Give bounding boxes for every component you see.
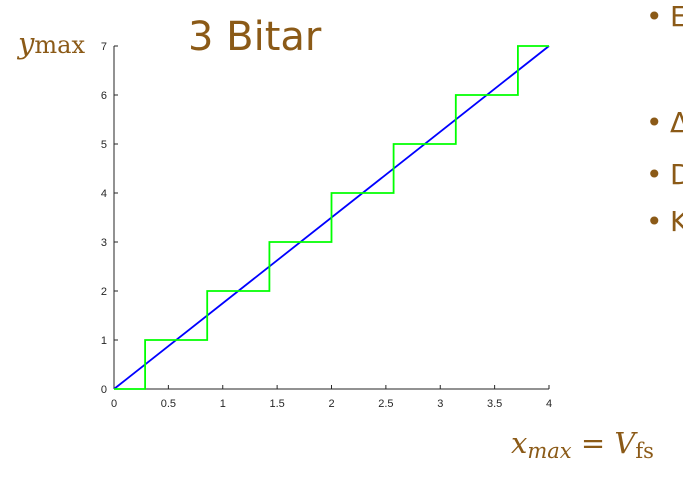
y-tick-label: 6 bbox=[101, 90, 107, 102]
equals-sign: = bbox=[580, 426, 606, 460]
y-max-sub: max bbox=[34, 31, 85, 59]
y-max-var: y bbox=[18, 26, 35, 60]
bullet-text-2: Δ bbox=[670, 106, 683, 139]
x-max-sub: max bbox=[527, 439, 572, 463]
v-fs-sub: fs bbox=[635, 439, 654, 463]
y-tick-label: 3 bbox=[101, 237, 107, 249]
y-max-label: ymax bbox=[18, 26, 85, 60]
v-fs-var: V bbox=[614, 426, 636, 460]
y-tick-label: 0 bbox=[101, 384, 107, 396]
bullet-text-1: E bbox=[670, 0, 683, 33]
x-tick-label: 3 bbox=[437, 398, 443, 410]
x-tick-label: 2.5 bbox=[378, 398, 393, 410]
bullet-item-1: • E bbox=[646, 0, 683, 33]
y-tick-label: 7 bbox=[101, 41, 107, 53]
x-tick-label: 1.5 bbox=[269, 398, 284, 410]
bullet-item-2: • Δ bbox=[646, 106, 683, 139]
x-max-var: x bbox=[511, 426, 528, 460]
x-tick-label: 0.5 bbox=[161, 398, 176, 410]
y-tick-label: 5 bbox=[101, 139, 107, 151]
x-tick-label: 0 bbox=[111, 398, 117, 410]
x-tick-label: 3.5 bbox=[487, 398, 502, 410]
y-tick-label: 4 bbox=[101, 188, 107, 200]
y-tick-label: 1 bbox=[101, 335, 107, 347]
bullet-text-4: K bbox=[670, 205, 683, 238]
x-tick-label: 2 bbox=[328, 398, 334, 410]
bullet-item-3: • D bbox=[646, 158, 683, 191]
quantized-step-line bbox=[114, 45, 549, 390]
x-tick-label: 4 bbox=[546, 398, 552, 410]
bullet-item-4: • K bbox=[646, 205, 683, 238]
x-max-equation: xmax = Vfs bbox=[511, 426, 654, 463]
x-tick-label: 1 bbox=[220, 398, 226, 410]
bullet-text-3: D bbox=[670, 158, 683, 191]
y-tick-label: 2 bbox=[101, 286, 107, 298]
slide-title: 3 Bitar bbox=[188, 14, 322, 60]
